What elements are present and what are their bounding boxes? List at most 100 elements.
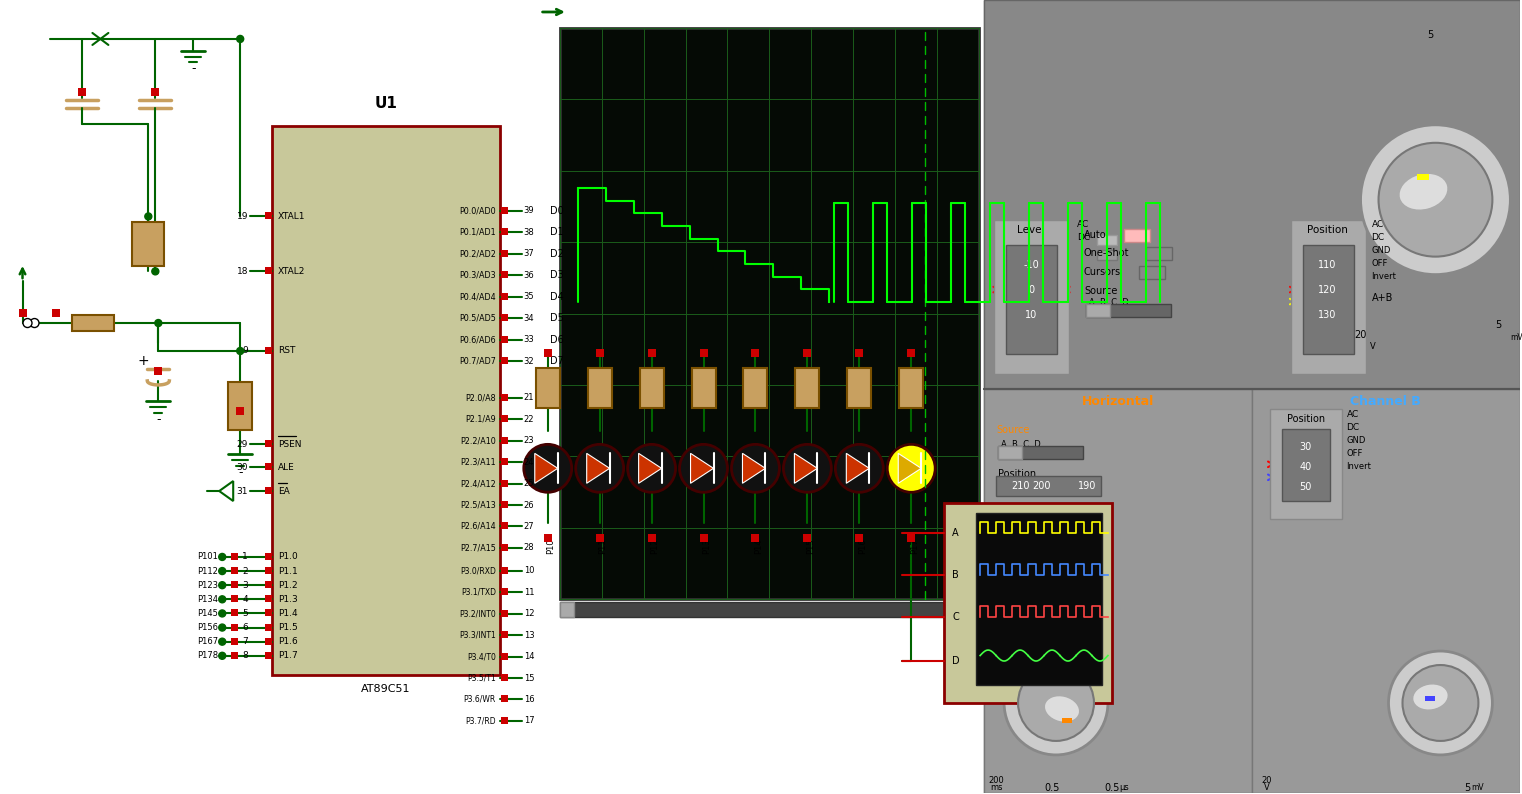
Text: 110: 110 bbox=[1318, 260, 1336, 270]
Circle shape bbox=[152, 268, 158, 275]
Text: 200: 200 bbox=[1032, 481, 1050, 491]
Polygon shape bbox=[743, 453, 766, 484]
Text: D6: D6 bbox=[549, 335, 563, 345]
Text: P2.6/A14: P2.6/A14 bbox=[460, 522, 496, 531]
Text: Invert: Invert bbox=[1347, 462, 1371, 471]
Text: 40: 40 bbox=[1300, 462, 1312, 472]
Bar bbox=[265, 638, 272, 645]
Text: Position: Position bbox=[998, 469, 1036, 480]
Bar bbox=[265, 652, 272, 659]
Text: 5: 5 bbox=[1464, 783, 1470, 793]
Ellipse shape bbox=[784, 445, 831, 492]
Text: ALE: ALE bbox=[279, 463, 295, 472]
Bar bbox=[265, 596, 272, 603]
Bar bbox=[1087, 303, 1110, 317]
Text: RST: RST bbox=[279, 346, 295, 356]
Text: AC: AC bbox=[1078, 220, 1090, 229]
Text: 34: 34 bbox=[524, 314, 534, 323]
Polygon shape bbox=[586, 453, 610, 484]
Bar bbox=[501, 458, 508, 465]
Bar bbox=[151, 88, 160, 96]
Bar bbox=[536, 368, 560, 408]
Text: AT89C51: AT89C51 bbox=[361, 684, 411, 694]
Text: D2: D2 bbox=[549, 249, 563, 259]
Bar bbox=[907, 534, 915, 542]
Bar bbox=[265, 567, 272, 574]
Polygon shape bbox=[639, 453, 662, 484]
Bar bbox=[752, 349, 759, 357]
Polygon shape bbox=[534, 453, 557, 484]
Polygon shape bbox=[691, 453, 714, 484]
Text: AC: AC bbox=[1371, 220, 1383, 229]
Text: AC: AC bbox=[1347, 410, 1359, 419]
Circle shape bbox=[1018, 665, 1094, 741]
Bar bbox=[265, 581, 272, 588]
Text: P0.1/AD1: P0.1/AD1 bbox=[460, 228, 496, 237]
Bar bbox=[231, 610, 239, 616]
Text: 14: 14 bbox=[524, 652, 534, 661]
Text: A+B: A+B bbox=[1371, 292, 1393, 303]
Text: -: - bbox=[237, 466, 242, 480]
Bar bbox=[265, 610, 272, 616]
Text: 0.5: 0.5 bbox=[1044, 783, 1059, 793]
Text: 35: 35 bbox=[524, 292, 534, 301]
Text: 30: 30 bbox=[1300, 442, 1312, 453]
Bar bbox=[985, 389, 1251, 793]
Bar bbox=[752, 534, 759, 542]
Bar bbox=[700, 349, 708, 357]
Text: 36: 36 bbox=[524, 271, 534, 279]
Text: One-Shot: One-Shot bbox=[1084, 248, 1129, 257]
Text: P3.7/RD: P3.7/RD bbox=[466, 716, 496, 726]
Text: P10: P10 bbox=[546, 538, 556, 554]
Text: P1.3: P1.3 bbox=[279, 595, 298, 603]
Bar bbox=[976, 513, 1102, 685]
Bar bbox=[265, 347, 272, 354]
Ellipse shape bbox=[627, 445, 676, 492]
Bar bbox=[501, 501, 508, 508]
Bar bbox=[231, 581, 239, 588]
Text: P1.0: P1.0 bbox=[279, 553, 298, 561]
Circle shape bbox=[30, 318, 40, 327]
Bar bbox=[154, 367, 163, 375]
Text: 32: 32 bbox=[524, 357, 534, 366]
Ellipse shape bbox=[575, 445, 624, 492]
Bar bbox=[1251, 389, 1520, 793]
Bar bbox=[501, 293, 508, 300]
Text: 0: 0 bbox=[1027, 284, 1033, 295]
Text: ms: ms bbox=[989, 784, 1003, 792]
Bar bbox=[501, 272, 508, 279]
Text: 22: 22 bbox=[524, 414, 534, 424]
Bar bbox=[1138, 266, 1164, 279]
Circle shape bbox=[155, 319, 161, 326]
Bar bbox=[501, 567, 508, 574]
Circle shape bbox=[219, 610, 225, 617]
Text: P1.4: P1.4 bbox=[279, 609, 298, 618]
Text: P101: P101 bbox=[198, 553, 218, 561]
Text: DC: DC bbox=[1078, 233, 1090, 242]
Bar bbox=[998, 446, 1084, 460]
Text: P2.5/A13: P2.5/A13 bbox=[460, 500, 496, 510]
Bar bbox=[1087, 303, 1170, 317]
Bar bbox=[265, 464, 272, 470]
Text: EA: EA bbox=[279, 487, 289, 495]
Text: Invert: Invert bbox=[1371, 272, 1396, 281]
Bar bbox=[691, 368, 715, 408]
Text: 10: 10 bbox=[524, 566, 534, 575]
Text: 130: 130 bbox=[1318, 310, 1336, 319]
Ellipse shape bbox=[1412, 684, 1449, 710]
Circle shape bbox=[1361, 125, 1510, 275]
Text: D3: D3 bbox=[549, 270, 563, 280]
Text: 20: 20 bbox=[1355, 330, 1367, 340]
Text: DC: DC bbox=[1347, 423, 1359, 432]
Text: +: + bbox=[137, 354, 149, 368]
Bar bbox=[804, 349, 811, 357]
Text: Auto: Auto bbox=[1084, 229, 1106, 240]
Text: 12: 12 bbox=[524, 609, 534, 618]
Text: V: V bbox=[1370, 342, 1376, 351]
Bar bbox=[1269, 410, 1341, 519]
Text: 8: 8 bbox=[242, 651, 248, 661]
Text: P3.5/T1: P3.5/T1 bbox=[467, 673, 496, 683]
Text: 210: 210 bbox=[1011, 481, 1029, 491]
Bar bbox=[985, 0, 1520, 793]
Text: OFF: OFF bbox=[1347, 449, 1364, 458]
